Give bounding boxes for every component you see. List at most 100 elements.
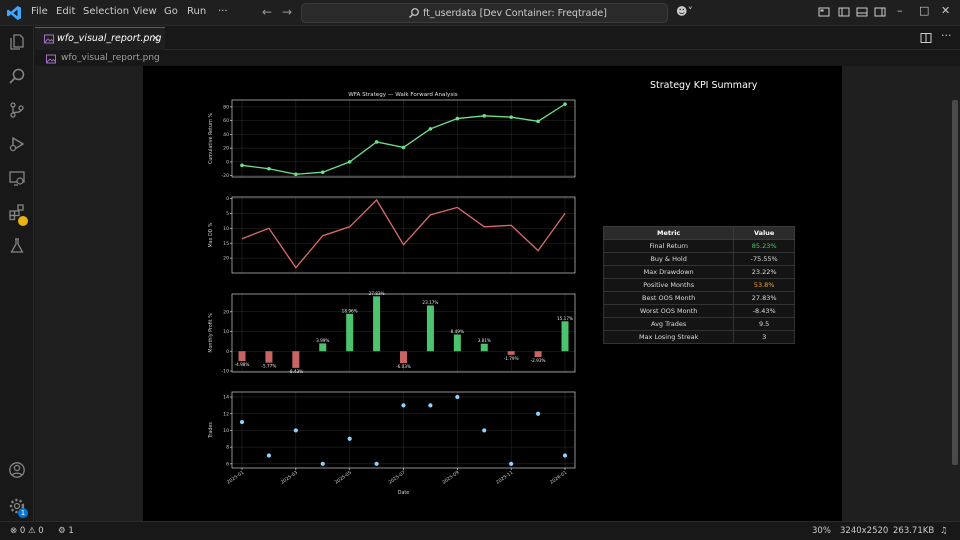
kpi-row: Worst OOS Month -8.43% xyxy=(602,304,795,318)
y-tick-label: 0 xyxy=(226,196,229,202)
notifications-bell-icon[interactable]: ♫ xyxy=(940,526,948,536)
remote-explorer-icon[interactable] xyxy=(8,169,26,187)
y-tick-label: 5 xyxy=(226,211,229,217)
bar xyxy=(534,351,542,358)
y-tick-label: 40 xyxy=(223,132,229,138)
testing-icon[interactable] xyxy=(8,237,26,255)
kpi-row: Final Return 85.23% xyxy=(602,239,795,253)
kpi-value: 85.23% xyxy=(733,239,795,253)
bar-label: -2.93% xyxy=(531,358,546,363)
customize-layout-icon[interactable] xyxy=(818,6,830,18)
menu-run[interactable]: Run xyxy=(187,6,207,17)
x-tick-label: 2025-03 xyxy=(280,470,299,486)
run-debug-icon[interactable] xyxy=(8,135,26,153)
axes-frame xyxy=(231,196,576,274)
toggle-panel-icon[interactable] xyxy=(856,6,868,18)
status-bar: ⊗ 0 ⚠ 0 ⚙ 1 30% 3240x2520 263.71KB ♫ xyxy=(0,521,960,540)
data-point xyxy=(509,461,514,466)
forward-arrow-icon[interactable]: → xyxy=(282,5,293,19)
more-actions-icon[interactable]: ··· xyxy=(941,29,952,42)
x-tick-label: 2025-07 xyxy=(387,470,406,486)
kpi-metric: Positive Months xyxy=(602,278,735,292)
bar xyxy=(265,351,273,363)
data-point xyxy=(266,453,272,458)
x-tick-label: 2025-11 xyxy=(495,470,514,486)
vscode-logo-icon[interactable] xyxy=(6,5,22,21)
error-count: 0 xyxy=(19,526,26,536)
menu-selection[interactable]: Selection xyxy=(83,6,130,17)
data-point xyxy=(401,145,406,150)
minimize-button[interactable]: – xyxy=(897,4,903,17)
command-center[interactable]: ft_userdata [Dev Container: Freqtrade] xyxy=(301,3,668,23)
menu-more[interactable]: ··· xyxy=(218,6,228,17)
menu-go[interactable]: Go xyxy=(164,6,178,17)
image-filesize: 263.71KB xyxy=(893,526,935,536)
toggle-secondary-sidebar-icon[interactable] xyxy=(874,6,886,18)
kpi-row: Avg Trades 9.5 xyxy=(602,317,795,331)
extensions-icon[interactable] xyxy=(8,203,26,221)
extensions-badge xyxy=(18,216,28,226)
command-center-label: ft_userdata [Dev Container: Freqtrade] xyxy=(423,8,607,19)
bar-label: 27.83% xyxy=(369,291,385,296)
kpi-metric: Max Drawdown xyxy=(602,265,735,279)
bar-label: 3.81% xyxy=(478,338,491,343)
y-tick-label: 10 xyxy=(223,428,229,434)
bar-label: 15.17% xyxy=(557,316,573,321)
image-dimensions: 3240x2520 xyxy=(840,526,889,536)
kpi-header-row: Metric Value xyxy=(602,226,795,240)
kpi-value: 27.83% xyxy=(733,291,795,305)
activity-bar: 1 xyxy=(0,27,34,521)
problems-status[interactable]: ⊗ 0 ⚠ 0 xyxy=(10,526,44,536)
data-point xyxy=(347,160,352,164)
explorer-icon[interactable] xyxy=(8,33,26,51)
split-editor-icon[interactable] xyxy=(920,32,932,44)
data-point xyxy=(374,461,379,466)
menu-view[interactable]: View xyxy=(133,6,157,17)
kpi-row: Positive Months 53.8% xyxy=(602,278,795,292)
bar xyxy=(453,334,461,352)
y-tick-label: 6 xyxy=(226,461,229,467)
data-point xyxy=(320,170,325,174)
data-point xyxy=(536,119,540,124)
y-tick-label: 8 xyxy=(226,445,229,451)
tab-wfo-visual-report[interactable]: wfo_visual_report.png × xyxy=(35,27,165,50)
source-control-icon[interactable] xyxy=(8,101,26,119)
manage-gear-icon[interactable] xyxy=(8,497,26,515)
close-window-button[interactable]: ✕ xyxy=(941,4,951,17)
toggle-primary-sidebar-icon[interactable] xyxy=(838,6,850,18)
y-tick-label: 60 xyxy=(223,118,229,124)
data-point xyxy=(482,114,487,118)
copilot-icon[interactable]: ☻˅ xyxy=(676,5,693,18)
kpi-row: Max Losing Streak 3 xyxy=(602,330,795,344)
data-point xyxy=(240,163,244,168)
data-point xyxy=(509,115,513,119)
back-arrow-icon[interactable]: ← xyxy=(262,5,273,19)
y-tick-label: 20 xyxy=(223,146,229,152)
kpi-row: Max Drawdown 23.22% xyxy=(602,265,795,279)
account-icon[interactable] xyxy=(8,461,26,479)
data-point xyxy=(563,102,567,106)
search-icon[interactable] xyxy=(8,67,26,85)
kpi-value: 9.5 xyxy=(733,317,795,331)
y-axis-label: Cumulative Return % xyxy=(208,113,214,164)
scrollbar-thumb[interactable] xyxy=(952,100,958,465)
data-point xyxy=(455,116,460,121)
zoom-level[interactable]: 30% xyxy=(812,526,831,536)
close-tab-icon[interactable]: × xyxy=(151,31,161,44)
y-tick-label: 0 xyxy=(226,159,229,165)
bar-label: 18.96% xyxy=(342,308,358,313)
y-tick-label: -20 xyxy=(221,173,229,179)
x-tick-label: 2025-01 xyxy=(226,470,245,486)
y-tick-label: -10 xyxy=(221,369,229,375)
menu-edit[interactable]: Edit xyxy=(56,6,76,17)
maximize-button[interactable]: □ xyxy=(919,4,930,17)
kpi-metric: Max Losing Streak xyxy=(602,330,735,344)
y-tick-label: 15 xyxy=(223,241,229,247)
data-point xyxy=(294,172,298,177)
menu-file[interactable]: File xyxy=(31,6,48,17)
chart-title: WFA Strategy — Walk Forward Analysis xyxy=(348,92,458,98)
bar-label: -4.98% xyxy=(235,362,250,367)
search-icon xyxy=(409,8,419,18)
bar xyxy=(373,296,381,352)
ports-status[interactable]: ⚙ 1 xyxy=(58,526,74,536)
